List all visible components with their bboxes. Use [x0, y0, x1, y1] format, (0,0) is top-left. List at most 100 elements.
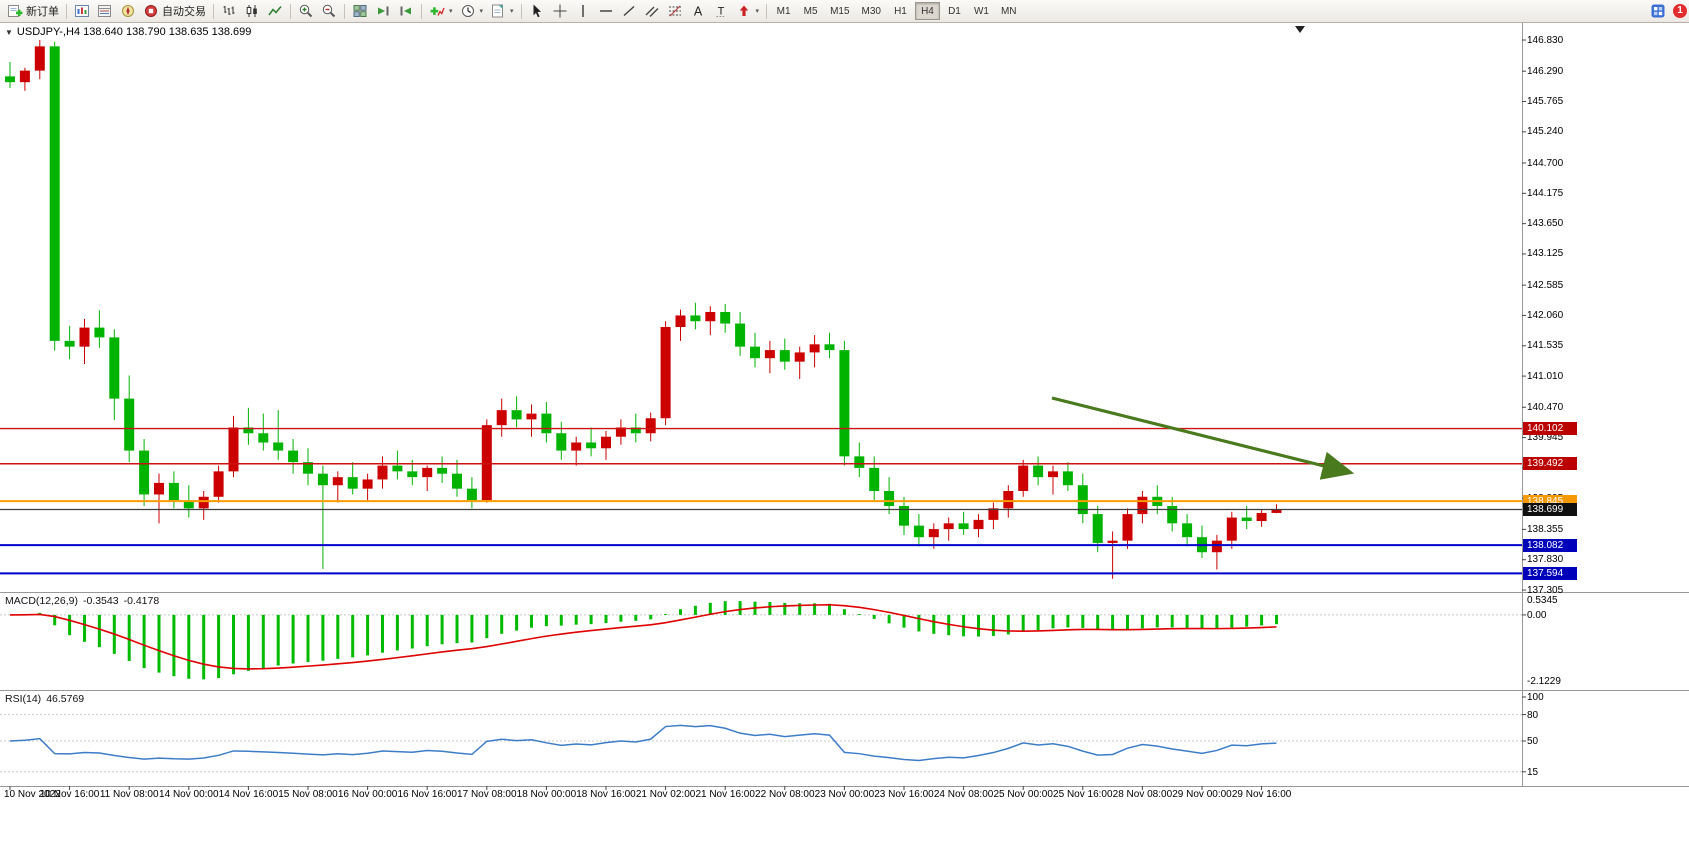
price-tick: 140.470 [1527, 401, 1564, 413]
navigator-button[interactable] [117, 1, 139, 21]
fibonacci-icon [668, 5, 681, 17]
price-tick: 142.585 [1527, 279, 1564, 291]
rsi-panel[interactable] [0, 691, 1522, 786]
price-tick: 146.830 [1527, 34, 1564, 46]
candle-body [79, 327, 90, 347]
trendline-button[interactable] [618, 1, 640, 21]
horizontal-line-icon [599, 10, 612, 12]
candle-body [824, 344, 835, 351]
main-chart-panel[interactable] [0, 22, 1522, 592]
auto-trading-button[interactable]: 自动交易 [140, 1, 209, 21]
arrows-button[interactable]: ▾ [733, 1, 763, 21]
candle-body [452, 473, 462, 489]
templates-button[interactable]: ▾ [487, 1, 517, 21]
candlestick-chart-button[interactable] [241, 1, 263, 21]
toolbar-right-group: 1 [1647, 1, 1689, 21]
timeframe-w1-button[interactable]: W1 [969, 2, 994, 20]
candle-body [1271, 509, 1282, 513]
time-label: 22 Nov 08:00 [755, 789, 815, 800]
candle-body [437, 467, 448, 474]
candle-body [988, 508, 999, 520]
toolbar-separator [421, 3, 422, 19]
candle-body [317, 473, 328, 486]
candle-body [392, 465, 403, 472]
trend-arrow-layer[interactable] [1051, 396, 1355, 480]
indicators-icon [430, 7, 445, 16]
bar-chart-button[interactable] [218, 1, 240, 21]
periods-button[interactable]: ▾ [457, 1, 487, 21]
macd-main-value: -0.3543 [82, 595, 119, 607]
candle-body [94, 327, 105, 338]
price-badge: 139.492 [1523, 457, 1577, 471]
timeframe-mn-button[interactable]: MN [996, 2, 1022, 20]
cursor-button[interactable] [526, 1, 548, 21]
candle-body [541, 413, 552, 434]
candle-body [481, 425, 492, 501]
price-tick: 145.240 [1527, 126, 1564, 138]
timeframe-d1-button[interactable]: D1 [942, 2, 967, 20]
text-button[interactable]: A [687, 1, 709, 21]
candle-body [1018, 465, 1029, 491]
symbol-ohlc-text: USDJPY-,H4 138.640 138.790 138.635 138.6… [16, 26, 252, 38]
auto-trading-label: 自动交易 [162, 6, 206, 18]
chart-shift-button[interactable] [395, 1, 417, 21]
templates-icon [492, 4, 504, 18]
fibonacci-button[interactable] [664, 1, 686, 21]
community-button[interactable] [1647, 1, 1669, 21]
time-label: 15 Nov 08:00 [278, 789, 338, 800]
trendline-icon [623, 5, 635, 17]
price-badge: 137.594 [1523, 566, 1577, 580]
timeframe-m1-button[interactable]: M1 [771, 2, 796, 20]
candle-body [615, 427, 626, 437]
macd-scale-min: -2.1229 [1527, 676, 1561, 687]
equidistant-channel-icon [645, 6, 659, 17]
line-chart-button[interactable] [264, 1, 286, 21]
candle-body [690, 315, 701, 322]
horizontal-lines-layer[interactable] [0, 427, 1522, 575]
candles-layer [5, 26, 1305, 579]
candle-body [1092, 514, 1103, 543]
candle-body [154, 482, 164, 495]
collapse-icon[interactable]: ▼ [5, 27, 13, 37]
candle-body [586, 442, 597, 449]
candle-body [913, 525, 924, 538]
zoom-out-button[interactable] [318, 1, 340, 21]
notification-badge[interactable]: 1 [1673, 4, 1687, 18]
price-tick: 141.535 [1527, 340, 1564, 352]
timeframe-m30-button[interactable]: M30 [857, 2, 886, 20]
trend-arrow [1051, 396, 1355, 480]
candle-body [958, 523, 969, 530]
text-label-button[interactable]: T [710, 1, 732, 21]
candle-body [1226, 517, 1237, 541]
auto-scroll-button[interactable] [372, 1, 394, 21]
charts-button[interactable] [71, 1, 93, 21]
equidistant-channel-button[interactable] [641, 1, 663, 21]
community-icon [1651, 4, 1665, 18]
macd-panel[interactable] [0, 593, 1522, 690]
new-order-button[interactable]: 新订单 [4, 1, 62, 21]
vertical-line-button[interactable] [572, 1, 594, 21]
candle-body [198, 496, 209, 509]
zoom-in-button[interactable] [295, 1, 317, 21]
time-label: 18 Nov 16:00 [576, 789, 636, 800]
candle-body [183, 500, 194, 509]
market-watch-icon [98, 5, 111, 17]
market-watch-button[interactable] [94, 1, 116, 21]
price-tick: 138.355 [1527, 523, 1564, 535]
candle-body [49, 46, 60, 341]
timeframe-m5-button[interactable]: M5 [798, 2, 823, 20]
candle-body [1241, 517, 1252, 522]
crosshair-button[interactable] [549, 1, 571, 21]
timeframe-m15-button[interactable]: M15 [825, 2, 854, 20]
horizontal-line-button[interactable] [595, 1, 617, 21]
timeframe-h1-button[interactable]: H1 [888, 2, 913, 20]
timeframe-h4-button[interactable]: H4 [914, 2, 940, 20]
candlestick-chart-icon [246, 5, 257, 17]
candle-body [347, 477, 358, 489]
candle-body [1182, 523, 1193, 538]
indicators-button[interactable]: ▾ [426, 1, 456, 21]
price-tick: 145.765 [1527, 96, 1564, 107]
candle-body [764, 350, 775, 359]
tile-windows-button[interactable] [349, 1, 371, 21]
